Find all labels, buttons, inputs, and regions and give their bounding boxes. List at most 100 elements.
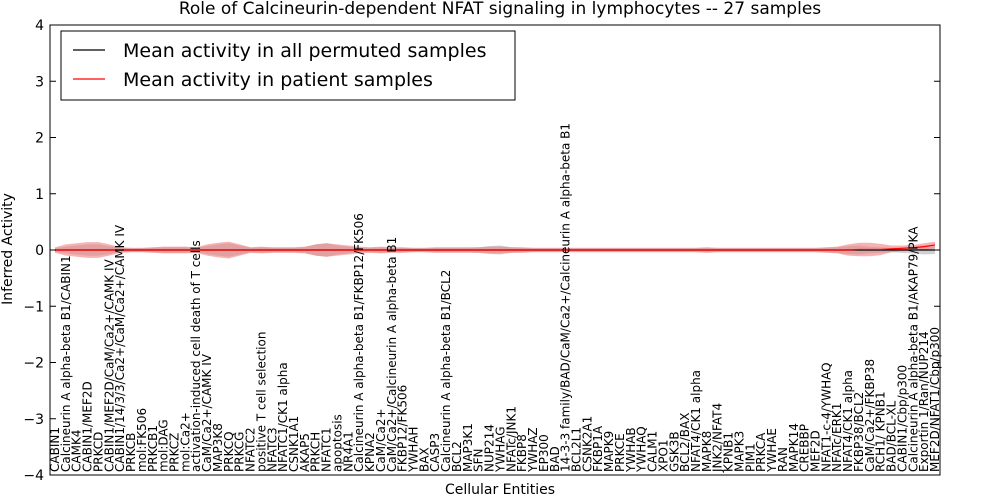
x-category-label: CABIN1/Cbp/p300 bbox=[895, 365, 909, 472]
y-tick-label: 3 bbox=[35, 74, 44, 90]
x-category-label: EP300 bbox=[537, 434, 551, 472]
y-axis-label: Inferred Activity bbox=[0, 193, 16, 305]
x-category-label: NFAT4/CK1 alpha bbox=[689, 370, 703, 472]
x-category-label: FKBP8 bbox=[515, 434, 529, 472]
x-category-label: PRKCB1 bbox=[146, 425, 160, 472]
x-category-label: CABIN1 bbox=[48, 427, 62, 472]
x-category-label: 14-3-3 family/BAD/CaM/Ca2+/Calcineurin A… bbox=[559, 123, 573, 472]
x-category-label: NR4A1 bbox=[341, 431, 355, 472]
x-category-label: RCH1/ KPNB1 bbox=[874, 391, 888, 472]
x-category-label: YWHAB bbox=[624, 427, 638, 473]
x-category-label: YWHAE bbox=[765, 428, 779, 473]
x-category-label: FKBP38/BCL2 bbox=[852, 392, 866, 472]
legend-box bbox=[60, 30, 516, 101]
x-category-label: JNK2/NFAT4 bbox=[711, 403, 725, 473]
x-category-label: AKAP5 bbox=[298, 433, 312, 472]
x-category-label: Calcineurin A alpha-beta B1/FKBP12/FK506 bbox=[352, 213, 366, 472]
x-category-label: CABIN1/MEF2D/CaM/Ca2+/CAMK IV bbox=[102, 258, 116, 472]
x-category-label: MAPK3 bbox=[732, 431, 746, 472]
chart-title: Role of Calcineurin-dependent NFAT signa… bbox=[179, 0, 821, 19]
y-tick-label: −4 bbox=[23, 468, 44, 484]
x-category-label: CASP3 bbox=[428, 433, 442, 472]
x-category-label: XPO1 bbox=[656, 439, 670, 472]
x-category-label: NFATC1 bbox=[320, 427, 334, 472]
x-category-label: CREBBP bbox=[798, 424, 812, 472]
x-category-label: FKBP1A bbox=[591, 425, 605, 472]
x-category-label: KPNA2 bbox=[363, 432, 377, 472]
x-category-label: Calcineurin A alpha-beta B1/BCL2 bbox=[439, 270, 453, 472]
legend-label: Mean activity in patient samples bbox=[123, 69, 433, 91]
x-category-label: YWHAG bbox=[493, 426, 507, 473]
x-category-label: CSNK1A1 bbox=[287, 416, 301, 472]
x-category-label: PRKCZ bbox=[168, 433, 182, 472]
x-category-label: PRKCD bbox=[91, 432, 105, 472]
x-category-label: YWHAZ bbox=[526, 427, 540, 473]
x-axis-label: Cellular Entities bbox=[445, 482, 555, 498]
y-tick-label: 4 bbox=[35, 18, 44, 34]
x-category-label: mol:DAG bbox=[157, 419, 171, 472]
x-category-label: PIM1 bbox=[743, 443, 757, 472]
x-category-label: NFATc/ERK1 bbox=[830, 403, 844, 472]
patient-mean-line bbox=[55, 244, 936, 251]
y-tick-label: 1 bbox=[35, 187, 44, 203]
x-category-label: GSK3B bbox=[667, 431, 681, 472]
x-category-label: BAD/BCL-XL bbox=[885, 400, 899, 472]
x-category-label: apoptosis bbox=[330, 414, 344, 472]
x-category-label: NFATC1/CK1 alpha bbox=[276, 362, 290, 472]
x-category-label: PRKCH bbox=[309, 432, 323, 472]
x-category-label: mol:FK506 bbox=[135, 408, 149, 472]
y-tick-label: −3 bbox=[23, 412, 44, 428]
x-category-label: PRKCG bbox=[233, 432, 247, 472]
x-category-label: MEF2D/NFAT1/Cbp/p300 bbox=[928, 327, 942, 472]
x-category-label: CaM/Ca2+/CAMK IV bbox=[200, 353, 214, 472]
x-category-label: NUP214 bbox=[483, 424, 497, 472]
x-category-label: MAP3K8 bbox=[211, 423, 225, 472]
x-category-label: RAN bbox=[776, 447, 790, 472]
x-category-label: positive T cell selection bbox=[254, 332, 268, 472]
x-category-label: PRKCE bbox=[613, 433, 627, 472]
x-category-label: PRKCB bbox=[124, 433, 138, 472]
x-category-label: activation-induced cell death of T cells bbox=[189, 240, 203, 472]
x-category-label: MAPK8 bbox=[700, 431, 714, 472]
x-category-label: YWHAQ bbox=[635, 426, 649, 473]
x-category-label: mol:Ca2+ bbox=[178, 412, 192, 472]
y-tick-label: 0 bbox=[35, 243, 44, 259]
x-category-label: CSNK2A1 bbox=[580, 416, 594, 472]
x-category-label: Exportin 1/Ran/NUP214 bbox=[917, 331, 931, 472]
y-tick-label: −1 bbox=[23, 299, 44, 315]
x-category-label: NFATc/JNK1 bbox=[504, 406, 518, 472]
x-category-label: MEF2D bbox=[808, 430, 822, 472]
x-category-label: NFATC3 bbox=[265, 427, 279, 472]
x-category-label: KPNB1 bbox=[722, 432, 736, 472]
x-category-label: SFN bbox=[472, 449, 486, 473]
x-category-label: NFATC2 bbox=[244, 427, 258, 472]
x-category-label: MAP3K1 bbox=[461, 423, 475, 472]
x-category-label: NFAT4/CK1 alpha bbox=[841, 370, 855, 472]
x-category-label: Calcineurin A alpha-beta B1/AKAP79/PKA bbox=[906, 226, 920, 472]
x-category-label: BCL2/BAX bbox=[678, 413, 692, 472]
x-category-label: BAX bbox=[417, 447, 431, 472]
x-category-label: FKBP12/FK506 bbox=[396, 385, 410, 472]
x-category-label: BCL2 bbox=[450, 441, 464, 472]
x-category-label: CaM/Ca2+ bbox=[374, 408, 388, 472]
x-category-label: BCL2L1 bbox=[569, 427, 583, 472]
x-category-label: NFAT1-c-4/YWHAQ bbox=[819, 362, 833, 472]
x-category-label: YWHAH bbox=[407, 427, 421, 473]
x-category-label: CAMK4 bbox=[70, 430, 84, 472]
x-category-label: CALM1 bbox=[646, 431, 660, 472]
y-tick-label: 2 bbox=[35, 131, 44, 147]
x-category-label: PRKCA bbox=[754, 432, 768, 472]
x-category-label: CABIN1/14/3/3/Ca2+/CaM/Ca2+/CAMK IV bbox=[113, 224, 127, 472]
x-category-label: MAPK14 bbox=[787, 423, 801, 472]
x-category-label: Calcineurin A alpha-beta B1/CABIN1 bbox=[59, 255, 73, 472]
x-category-label: BAD bbox=[548, 446, 562, 472]
x-category-label: PRKCQ bbox=[222, 431, 236, 472]
x-category-label: CaM/Ca2+/Calcineurin A alpha-beta B1 bbox=[385, 237, 399, 472]
x-category-label: CaM/Ca2+/FKBP38 bbox=[863, 359, 877, 472]
x-category-label: MAPK9 bbox=[602, 431, 616, 472]
x-category-label: CABIN1/MEF2D bbox=[81, 381, 95, 472]
y-tick-label: −2 bbox=[23, 356, 44, 372]
legend-label: Mean activity in all permuted samples bbox=[123, 40, 486, 62]
